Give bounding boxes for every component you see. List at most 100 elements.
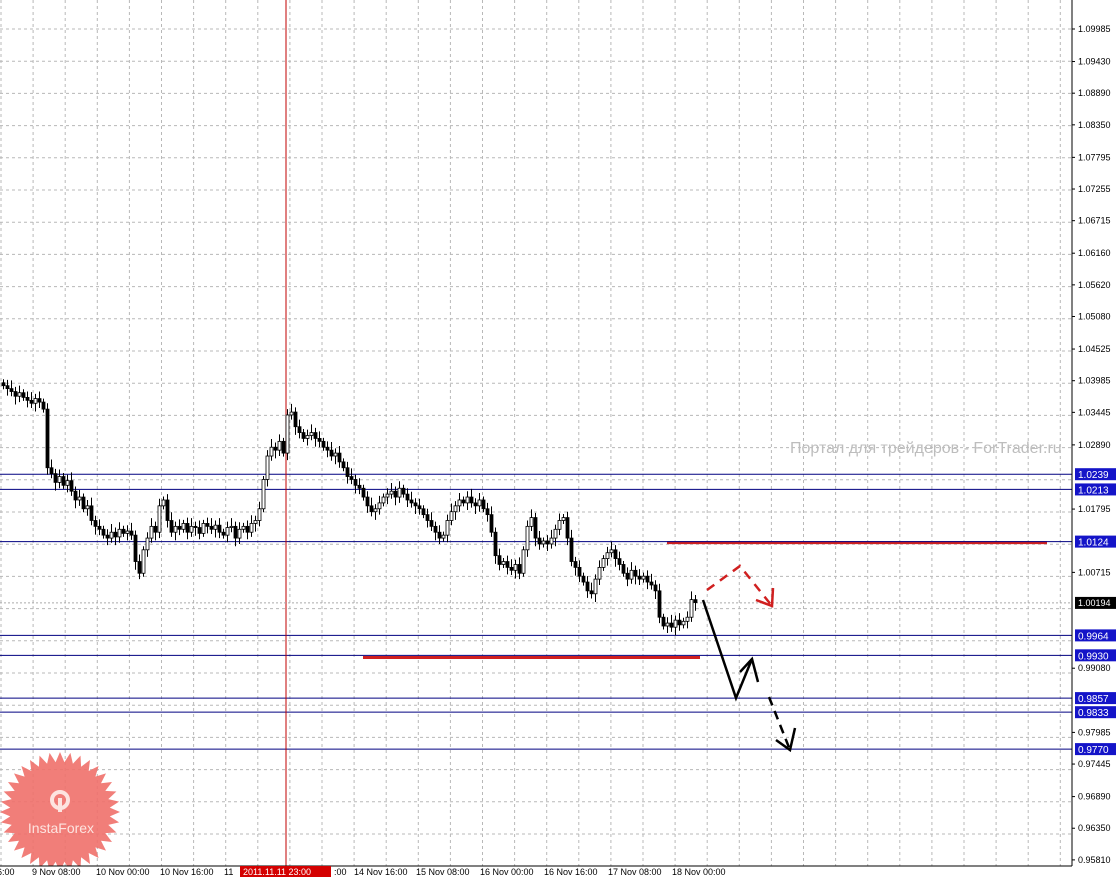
candle-bear [661,616,666,627]
candle-bull [109,531,114,539]
candle-bear [437,531,442,539]
y-tick-label: 1.07795 [1078,152,1111,162]
candle-bear [517,564,522,574]
x-tick-label: 17 Nov 08:00 [608,867,662,877]
candle-bear [625,572,630,580]
candle-bear [5,385,10,390]
candle-bull [17,392,22,397]
candle-bull [673,619,678,628]
level-label: 0.9857 [1078,694,1109,705]
candle-bear [621,564,626,574]
candle-bear [97,525,102,530]
candle-bear [345,467,350,477]
level-label: 0.9833 [1078,708,1109,719]
logo-gear-stem [58,798,62,812]
y-tick-label: 0.95810 [1078,855,1111,865]
x-tick-label: 15 Nov 08:00 [416,867,470,877]
candle-bull [277,440,282,451]
x-tick-label: 16 Nov 16:00 [544,867,598,877]
x-tick-label: 14 Nov 16:00 [354,867,408,877]
candle-bear [13,391,18,397]
candle-bull [257,508,262,521]
candle-bull [457,499,462,507]
candle-bull [333,452,338,457]
candle-bear [577,566,582,577]
x-tick-label: 9 Nov 08:00 [32,867,81,877]
candle-bear [349,476,354,480]
candle-bull [161,499,166,507]
candle-bear [313,432,318,439]
y-tick-label: 1.05080 [1078,312,1111,322]
candle-bull [601,558,606,568]
candle-bull [521,549,526,574]
candle-bull [173,525,178,533]
candle-bull [397,487,402,498]
candle-bear [245,525,250,533]
candle-bull [441,534,446,539]
candle-bear [461,499,466,504]
crosshair-time-label: 2011.11.11 23:00 [243,867,311,877]
level-label-box [1075,649,1116,662]
candle-bull [149,525,154,539]
crosshair-time-box [240,866,331,877]
candle-bear [573,561,578,568]
y-tick-label: 0.96350 [1078,823,1111,833]
candle-bull [449,511,454,521]
candle-bear [417,505,422,510]
arrowhead-icon [739,656,760,683]
forecast-arrow-dashed [767,696,792,751]
candle-bear [209,525,214,530]
candle-bear [73,490,78,501]
candle-bull [373,508,378,513]
candle-bear [421,508,426,516]
level-label-box [1075,483,1116,496]
candle-bear [365,496,370,507]
candle-bear [325,446,330,451]
grid [0,0,1072,866]
candle-bear [41,401,46,410]
candle-bear [565,517,570,539]
candle-bull [289,411,294,416]
candle-bull [541,540,546,545]
candle-bear [677,619,682,626]
logo-text: InstaForex [27,820,95,836]
level-label: 0.9930 [1078,651,1109,662]
y-tick-label: 1.08890 [1078,88,1111,98]
candle-bull [189,525,194,533]
candle-bull [445,520,450,536]
arrowhead-icon [775,727,797,753]
candle-bull [561,517,566,521]
candle-bear [293,411,298,428]
candle-bear [105,534,110,539]
y-tick-label: 1.02890 [1078,440,1111,450]
candle-bull [665,622,670,627]
candle-bear [469,496,474,504]
candle-bear [165,499,170,521]
candle-bull [85,505,90,510]
candle-bear [169,520,174,533]
candle-bear [633,569,638,577]
candle-bull [377,502,382,510]
y-tick-label: 1.03445 [1078,407,1111,417]
candle-bear [429,520,434,527]
candle-bull [33,398,38,404]
candle-bear [505,561,510,568]
candle-bear [281,440,286,454]
candle-bear [1,382,6,387]
candle-bull [141,549,146,574]
candle-bear [317,438,322,442]
candle-bear [481,499,486,510]
candle-bull [389,490,394,495]
candle-bull [269,446,274,457]
candle-bear [361,487,366,498]
price-axis-bg [1072,0,1116,877]
level-label-box [1075,743,1116,756]
candle-bull [237,528,242,539]
candle-bear [581,575,586,583]
candle-bear [509,566,514,571]
candle-bull [253,520,258,524]
candle-bear [329,449,334,457]
y-tick-label: 1.09430 [1078,57,1111,67]
